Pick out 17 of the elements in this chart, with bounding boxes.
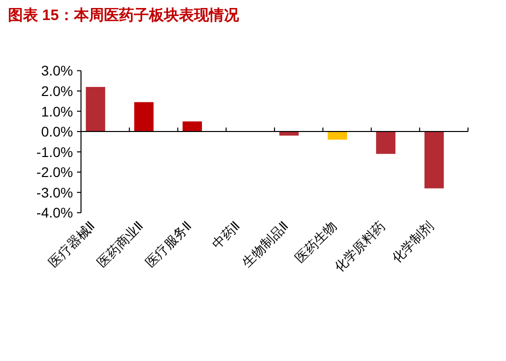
- bar: [86, 86, 106, 132]
- chart-title: 图表 15：本周医药子板块表现情况: [8, 7, 240, 24]
- y-tick-label: -3.0%: [36, 184, 73, 200]
- y-tick-label: -4.0%: [36, 204, 73, 221]
- y-tick-label: 2.0%: [41, 82, 73, 99]
- bar: [376, 132, 396, 154]
- y-tick-label: -2.0%: [36, 164, 73, 180]
- bar: [182, 121, 202, 132]
- y-tick-label: 1.0%: [41, 103, 73, 120]
- y-tick-label: -1.0%: [36, 144, 73, 160]
- bar: [328, 132, 348, 140]
- bar: [424, 132, 444, 188]
- bar: [134, 102, 154, 132]
- y-tick-label: 0.0%: [41, 124, 73, 140]
- x-tick-label: 化学制剂: [388, 218, 436, 266]
- x-tick-label: 医疗服务Ⅱ: [142, 218, 194, 270]
- y-tick-label: 3.0%: [41, 62, 73, 79]
